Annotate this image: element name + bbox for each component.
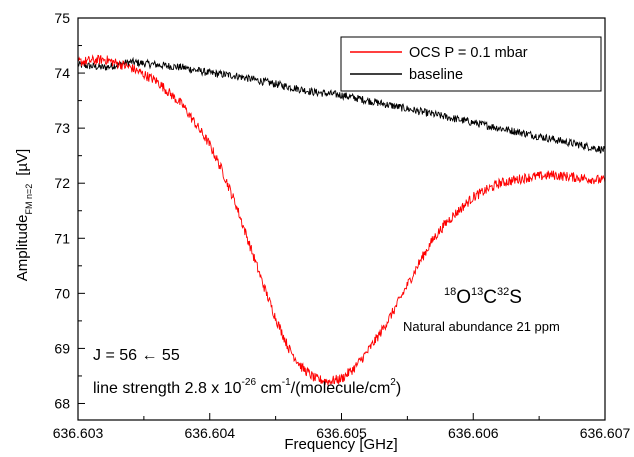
y-tick-label: 69	[54, 340, 70, 356]
series-layer	[77, 54, 606, 386]
y-axis-title-unit: [µV]	[14, 149, 31, 176]
y-tick-label: 71	[54, 230, 70, 246]
legend-box	[340, 36, 602, 92]
molecule-label: 18O13C32S	[444, 286, 522, 308]
strength-exponent-2: -1	[282, 377, 291, 388]
series-line-baseline	[77, 56, 606, 154]
y-tick-label: 70	[54, 285, 70, 301]
strength-unit-cm: cm	[256, 380, 282, 397]
legend-label-ocs: OCS P = 0.1 mbar	[409, 45, 528, 61]
molecule-isotope-2: 13	[471, 286, 483, 298]
strength-close: )	[396, 380, 401, 397]
strength-prefix: line strength 2.8 x 10	[93, 380, 242, 397]
strength-exponent-3: 2	[390, 377, 396, 388]
x-tick-label: 636.605	[316, 425, 367, 441]
molecule-atom-3: S	[509, 287, 522, 308]
legend: OCS P = 0.1 mbar baseline	[340, 36, 602, 92]
molecule-atom-1: O	[456, 287, 471, 308]
y-tick-label: 74	[54, 65, 70, 81]
y-axis-title-sub: FM n=2	[24, 184, 34, 215]
molecule-isotope-3: 32	[497, 286, 509, 298]
molecule-isotope-1: 18	[444, 286, 456, 298]
x-tick-label: 636.607	[580, 425, 631, 441]
y-axis-title-main: Amplitude	[14, 215, 31, 282]
y-tick-label: 72	[54, 175, 70, 191]
molecule-atom-2: C	[483, 287, 497, 308]
ticks-layer: 636.603 636.604 636.605 636.606 636.607 68 69 7…	[53, 10, 631, 441]
legend-label-baseline: baseline	[409, 67, 463, 83]
series-line-ocs	[77, 54, 606, 386]
y-axis-title: AmplitudeFM n=2 [µV]	[14, 149, 34, 281]
transition-label: J = 56 ← 55	[93, 347, 180, 364]
y-tick-label: 75	[54, 10, 70, 26]
x-axis-title: Frequency [GHz]	[284, 436, 397, 453]
y-tick-label: 68	[54, 395, 70, 411]
abundance-label: Natural abundance 21 ppm	[403, 319, 560, 334]
x-tick-label: 636.606	[448, 425, 499, 441]
line-strength-label: line strength 2.8 x 10-26 cm-1/(molecule…	[93, 377, 401, 397]
strength-unit-tail: /(molecule/cm	[291, 380, 391, 397]
y-tick-label: 73	[54, 120, 70, 136]
x-tick-label: 636.604	[184, 425, 235, 441]
x-tick-label: 636.603	[53, 425, 104, 441]
strength-exponent-1: -26	[242, 377, 257, 388]
